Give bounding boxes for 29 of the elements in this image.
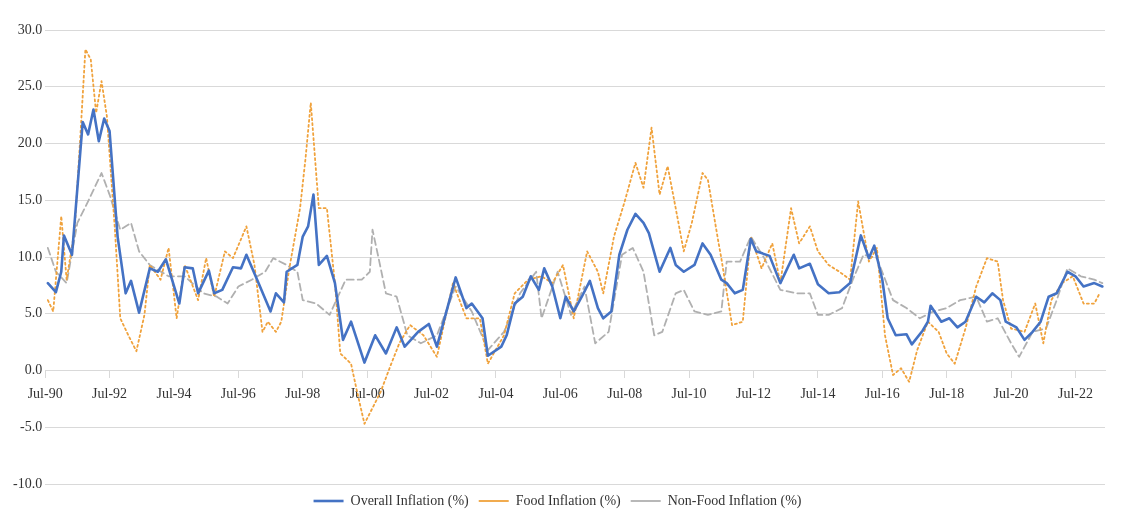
x-tick-label: Jul-02 [414,385,450,401]
x-tick-label: Jul-90 [27,385,63,401]
legend-label: Food Inflation (%) [515,492,622,509]
x-tick-label: Jul-04 [478,385,514,401]
y-tick-label: 30.0 [17,21,43,37]
y-tick-label: 10.0 [17,248,43,264]
x-tick-label: Jul-20 [993,385,1029,401]
x-tick-label: Jul-08 [607,385,643,401]
x-tick-label: Jul-12 [736,385,772,401]
y-tick-label: -5.0 [19,418,43,434]
x-tick-label: Jul-14 [800,385,836,401]
x-tick-label: Jul-92 [92,385,128,401]
x-tick-label: Jul-98 [285,385,321,401]
x-tick-label: Jul-18 [929,385,965,401]
x-tick-label: Jul-06 [542,385,578,401]
line-series [46,172,1104,358]
x-tick-label: Jul-22 [1057,385,1093,401]
x-tick-label: Jul-10 [671,385,707,401]
x-tick-label: Jul-96 [220,385,256,401]
y-tick-label: 0.0 [24,362,43,378]
x-tick-label: Jul-16 [864,385,900,401]
y-tick-label: -10.0 [12,475,43,491]
x-tick-label: Jul-94 [156,385,192,401]
y-tick-label: 20.0 [17,135,43,151]
legend-label: Non-Food Inflation (%) [667,492,802,509]
y-tick-label: 15.0 [17,191,43,207]
y-tick-label: 5.0 [24,305,43,321]
legend-label: Overall Inflation (%) [350,492,470,509]
y-tick-label: 25.0 [17,78,43,94]
